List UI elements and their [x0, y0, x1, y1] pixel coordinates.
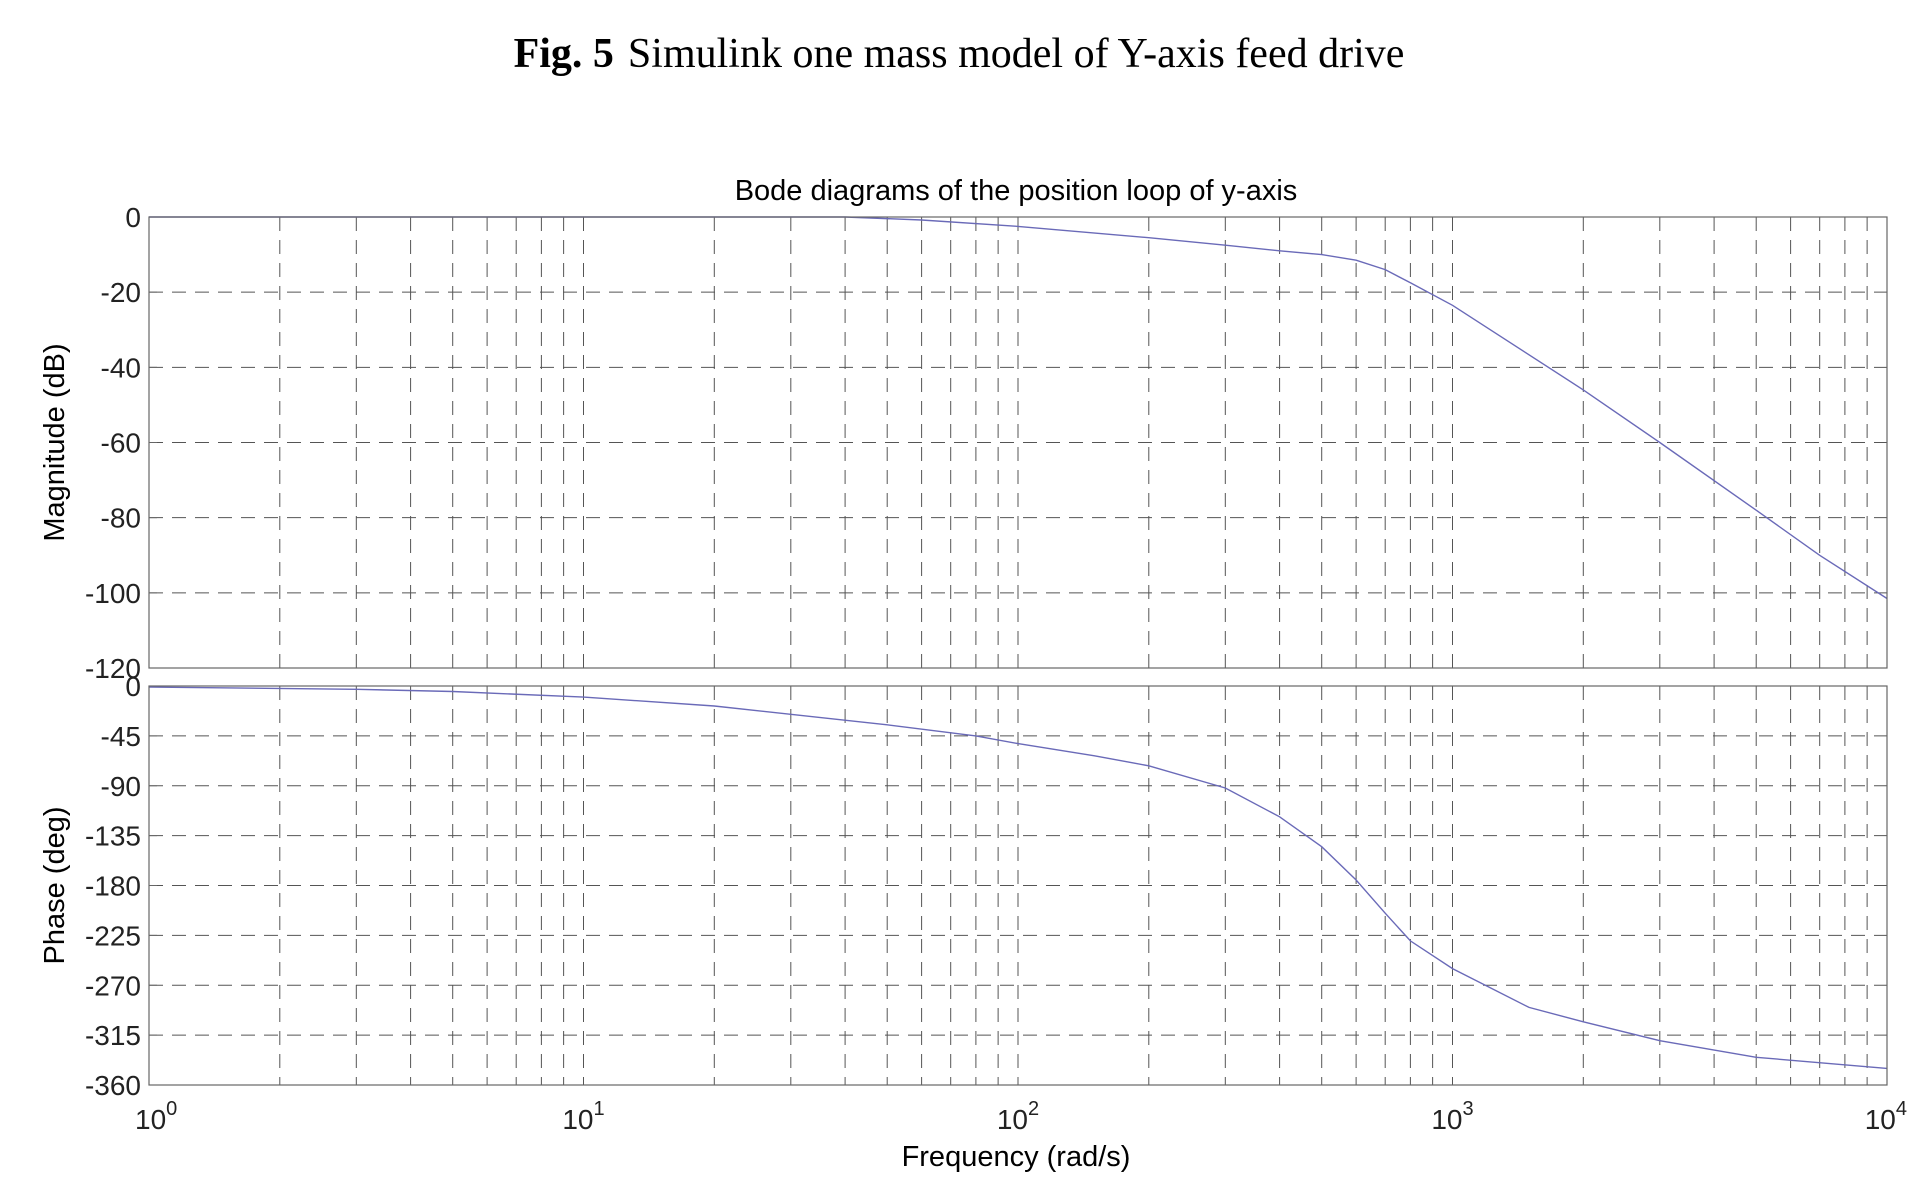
magnitude-y-axis-label: Magnitude (dB): [39, 343, 71, 541]
x-axis-ticks: 100 101 102 103 104: [135, 1098, 1907, 1135]
figure-caption: Fig. 5 Simulink one mass model of Y-axis …: [0, 30, 1918, 78]
x-tick-label: 103: [1431, 1098, 1473, 1135]
magnitude-y-tick-label: -80: [101, 503, 141, 534]
phase-series-line: [148, 686, 1888, 1070]
magnitude-y-tick-label: -120: [85, 653, 141, 684]
phase-y-tick-label: -360: [85, 1070, 141, 1101]
chart-title: Bode diagrams of the position loop of y-…: [735, 175, 1298, 207]
magnitude-y-tick-label: -40: [101, 352, 141, 383]
phase-panel: 0 -45 -90 -135 -180 -225 -270 -315 -360 Phase (d…: [39, 671, 1888, 1101]
x-tick-label: 104: [1865, 1098, 1907, 1135]
phase-y-tick-label: -45: [101, 721, 141, 752]
magnitude-y-tick-label: 0: [125, 202, 141, 233]
phase-frame: [148, 685, 1888, 1086]
phase-y-tick-label: -225: [85, 920, 141, 951]
figure-caption-text: Simulink one mass model of Y-axis feed d…: [627, 31, 1405, 77]
x-axis-label: Frequency (rad/s): [902, 1141, 1131, 1173]
phase-y-tick-label: -270: [85, 970, 141, 1001]
magnitude-y-tick-label: -100: [85, 578, 141, 609]
phase-grid: [149, 686, 1887, 1085]
magnitude-grid: [149, 217, 1887, 668]
phase-y-tick-label: -90: [101, 771, 141, 802]
phase-y-ticks: 0 -45 -90 -135 -180 -225 -270 -315 -360: [85, 671, 157, 1101]
phase-y-tick-label: 0: [125, 671, 141, 702]
magnitude-frame: [148, 216, 1888, 669]
magnitude-y-tick-label: -20: [101, 277, 141, 308]
phase-y-tick-label: -315: [85, 1020, 141, 1051]
phase-y-axis-label: Phase (deg): [39, 807, 71, 965]
x-tick-label: 102: [997, 1098, 1039, 1135]
figure-label: Fig. 5: [513, 31, 614, 77]
phase-y-tick-label: -180: [85, 871, 141, 902]
magnitude-panel: 0 -20 -40 -60 -80 -100 -120 Magnitude (dB): [39, 202, 1888, 684]
phase-y-tick-label: -135: [85, 821, 141, 852]
magnitude-y-tick-label: -60: [101, 428, 141, 459]
x-tick-label: 100: [135, 1098, 177, 1135]
x-tick-label: 101: [562, 1098, 604, 1135]
magnitude-y-ticks: 0 -20 -40 -60 -80 -100 -120: [85, 202, 157, 684]
